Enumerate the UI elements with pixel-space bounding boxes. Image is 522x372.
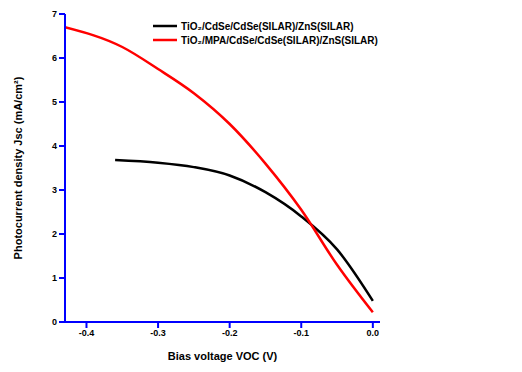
svg-text:3: 3 [52, 185, 57, 195]
svg-text:6: 6 [52, 53, 57, 63]
svg-text:4: 4 [52, 141, 57, 151]
html-text:TiO₂/MPA/CdSe/CdSe(SILAR)/ZnS(: TiO₂/MPA/CdSe/CdSe(SILAR)/ZnS(SILAR) [181, 34, 378, 46]
svg-text:1: 1 [52, 273, 57, 283]
svg-text:Bias voltage VOC (V): Bias voltage VOC (V) [168, 350, 278, 362]
html-text:TiO₂/CdSe/CdSe(SILAR)/ZnS(SILA: TiO₂/CdSe/CdSe(SILAR)/ZnS(SILAR) [181, 20, 354, 32]
svg-text:0.0: 0.0 [367, 328, 380, 338]
svg-text:-0.2: -0.2 [222, 328, 238, 338]
svg-text:2: 2 [52, 229, 57, 239]
svg-text:0: 0 [52, 317, 57, 327]
svg-text:Photocurrent density Jsc (mA/c: Photocurrent density Jsc (mA/cm²) [12, 76, 24, 259]
svg-text:5: 5 [52, 97, 57, 107]
svg-text:-0.3: -0.3 [150, 328, 166, 338]
svg-text:-0.1: -0.1 [293, 328, 309, 338]
svg-text:-0.4: -0.4 [79, 328, 95, 338]
svg-text:7: 7 [52, 9, 57, 19]
